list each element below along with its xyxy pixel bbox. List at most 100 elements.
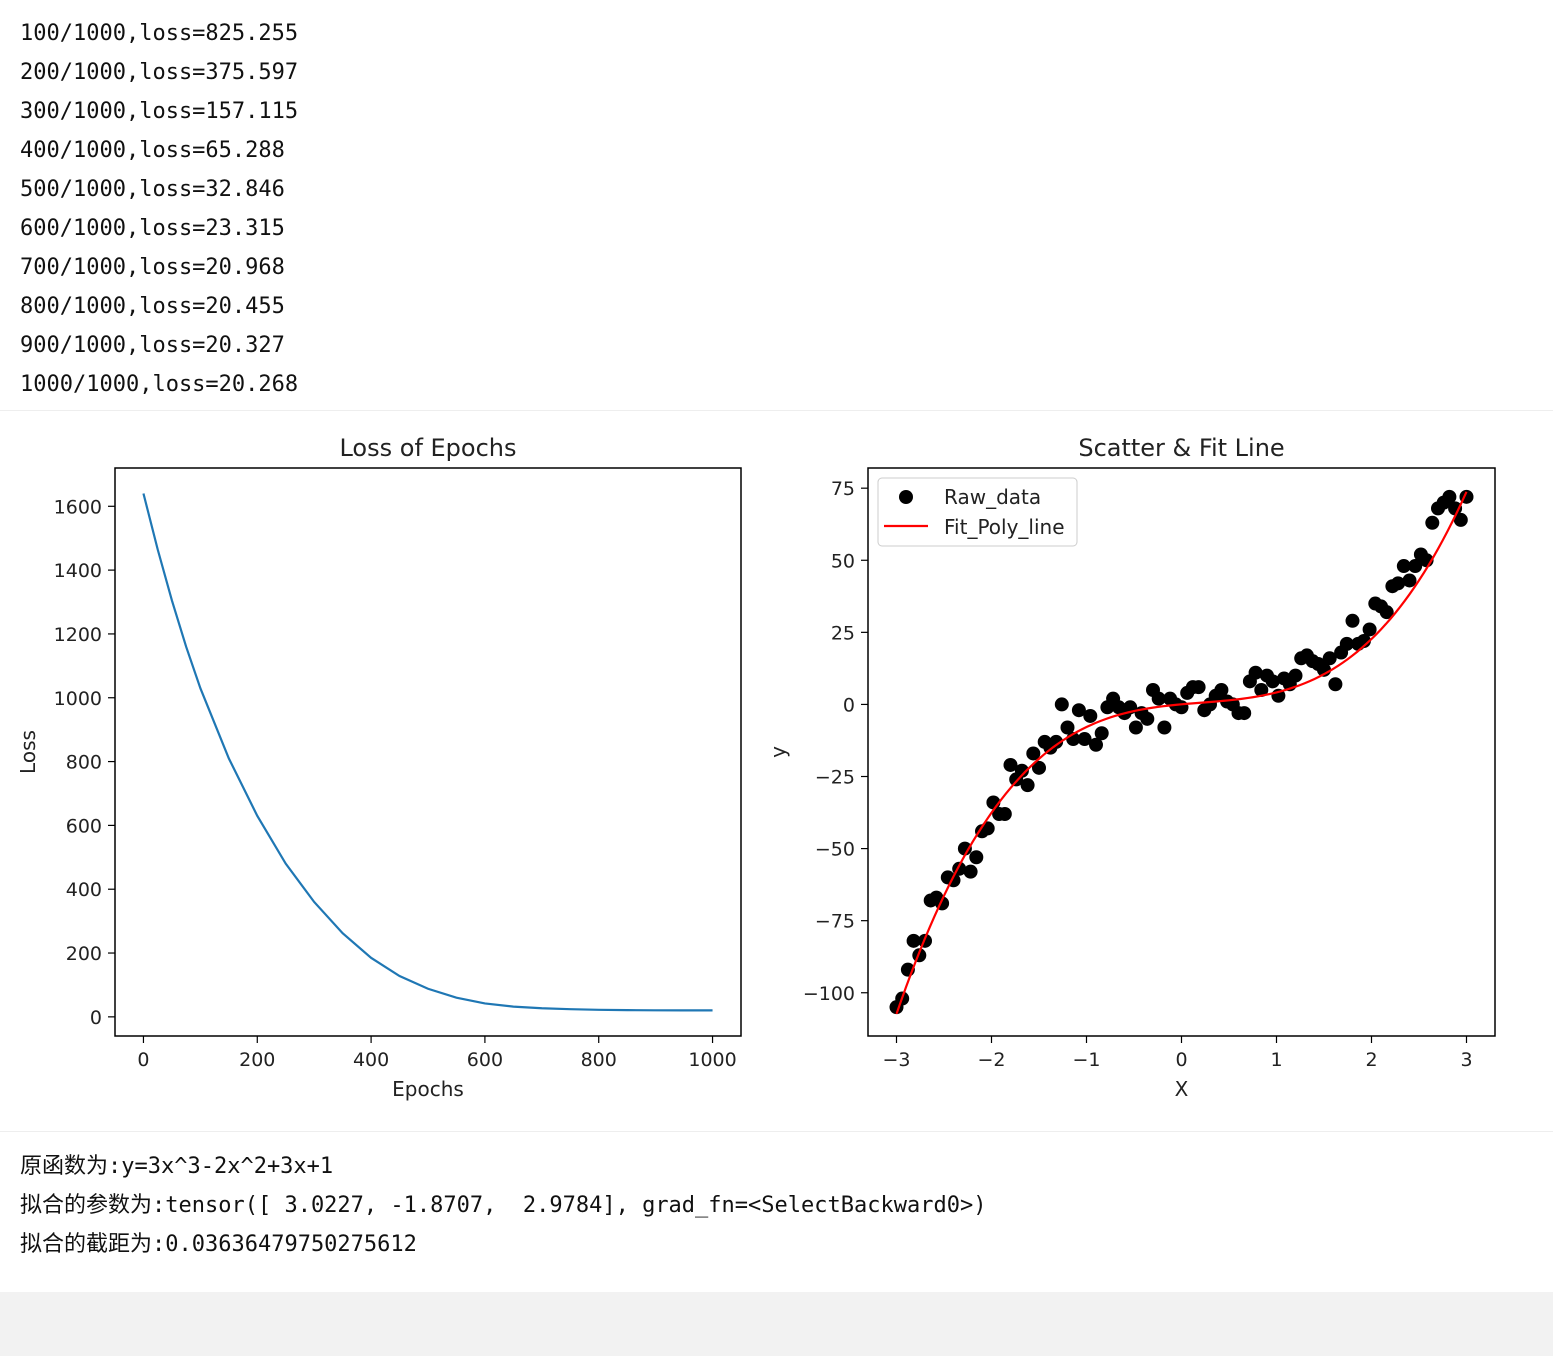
y-tick-label: 400 <box>66 879 102 901</box>
plot-frame <box>114 467 742 1037</box>
scatter-point <box>1049 734 1064 749</box>
output-divider <box>0 1131 1553 1132</box>
x-tick-label: −2 <box>977 1049 1005 1071</box>
scatter-point <box>1356 633 1371 648</box>
scatter-point <box>1094 726 1109 741</box>
scatter-point <box>1254 683 1269 698</box>
scatter-point <box>1157 720 1172 735</box>
scatter-point <box>1020 778 1035 793</box>
notebook-page: 100/1000,loss=825.255 200/1000,loss=375.5… <box>0 0 1553 1292</box>
x-tick-label: 1000 <box>688 1049 736 1071</box>
y-tick-label: −75 <box>815 911 855 933</box>
empty-cell-area <box>0 1292 1553 1356</box>
scatter-point <box>1248 665 1263 680</box>
x-tick-label: 400 <box>353 1049 389 1071</box>
scatter-point <box>963 864 978 879</box>
scatter-point <box>1214 683 1229 698</box>
series-line <box>895 491 1468 1015</box>
scatter-point <box>1077 732 1092 747</box>
x-tick-label: 0 <box>137 1049 149 1071</box>
scatter-point <box>1265 674 1280 689</box>
y-tick-label: 75 <box>831 478 855 500</box>
scatter-point <box>1408 559 1423 574</box>
y-tick-label: 200 <box>66 943 102 965</box>
legend-marker-raw-data <box>899 490 913 504</box>
chart-title: Loss of Epochs <box>339 434 516 462</box>
scatter-point <box>1362 622 1377 637</box>
y-tick-label: 1600 <box>54 496 102 518</box>
scatter-point <box>1071 703 1086 718</box>
matplotlib-figure: Loss of Epochs 0 200 400 600 800 1000 0 200 400 60… <box>16 434 1496 1101</box>
x-axis-label: X <box>1175 1077 1189 1101</box>
x-tick-label: 2 <box>1365 1049 1377 1071</box>
x-tick-label: 600 <box>467 1049 503 1071</box>
scatter-point <box>1014 763 1029 778</box>
output-divider <box>0 410 1553 411</box>
scatter-point <box>1402 573 1417 588</box>
y-tick-label: 1200 <box>54 624 102 646</box>
scatter-point <box>1322 651 1337 666</box>
log-line: 900/1000,loss=20.327 <box>20 333 285 358</box>
legend-box <box>877 477 1078 547</box>
scatter-point <box>1083 708 1098 723</box>
log-line: 800/1000,loss=20.455 <box>20 294 285 319</box>
x-tick-label: 200 <box>239 1049 275 1071</box>
scatter-point <box>1237 706 1252 721</box>
scatter-point <box>1425 515 1440 530</box>
result-line: 原函数为:y=3x^3-2x^2+3x+1 <box>20 1154 334 1179</box>
scatter-point <box>1328 677 1343 692</box>
y-axis-label: Loss <box>16 730 40 774</box>
log-line: 600/1000,loss=23.315 <box>20 216 285 241</box>
scatter-point <box>1089 737 1103 752</box>
scatter-point <box>906 933 921 948</box>
scatter-point <box>1140 711 1155 726</box>
scatter-point <box>1453 512 1468 527</box>
scatter-point <box>1026 746 1041 761</box>
y-tick-label: 25 <box>831 622 855 644</box>
scatter-point <box>1032 760 1046 775</box>
scatter-point <box>1060 720 1075 735</box>
fit-result-output: 原函数为:y=3x^3-2x^2+3x+1 拟合的参数为:tensor([ 3.0… <box>20 1147 986 1264</box>
log-line: 300/1000,loss=157.115 <box>20 99 299 124</box>
scatter-point <box>1442 489 1457 504</box>
scatter-point <box>1288 668 1303 683</box>
scatter-point <box>1379 605 1394 620</box>
y-tick-label: −100 <box>803 983 855 1005</box>
chart-title: Scatter & Fit Line <box>1078 434 1284 462</box>
x-axis-label: Epochs <box>392 1077 464 1101</box>
scatter-point <box>1003 757 1018 772</box>
x-tick-label: 0 <box>1175 1049 1187 1071</box>
y-tick-label: −25 <box>815 767 855 789</box>
x-tick-label: −1 <box>1072 1049 1100 1071</box>
scatter-point <box>1391 576 1406 591</box>
training-log-output: 100/1000,loss=825.255 200/1000,loss=375.5… <box>20 14 298 404</box>
result-line: 拟合的截距为:0.03636479750275612 <box>20 1232 417 1257</box>
log-line: 1000/1000,loss=20.268 <box>20 372 299 397</box>
scatter-point <box>1448 501 1463 516</box>
y-tick-label: 600 <box>66 815 102 837</box>
scatter-point <box>1396 559 1411 574</box>
y-tick-label: −50 <box>815 839 855 861</box>
scatter-point <box>997 806 1012 821</box>
y-tick-label: 50 <box>831 550 855 572</box>
scatter-point <box>1128 720 1143 735</box>
y-tick-label: 1000 <box>54 688 102 710</box>
y-tick-label: 0 <box>90 1007 102 1029</box>
log-line: 400/1000,loss=65.288 <box>20 138 285 163</box>
scatter-point <box>980 821 995 836</box>
y-axis-label: y <box>766 746 790 758</box>
y-tick-label: 800 <box>66 752 102 774</box>
log-line: 200/1000,loss=375.597 <box>20 60 299 85</box>
legend-label: Fit_Poly_line <box>944 515 1065 539</box>
x-tick-label: −3 <box>882 1049 910 1071</box>
log-line: 700/1000,loss=20.968 <box>20 255 285 280</box>
scatter-point <box>957 841 972 856</box>
series-line <box>142 493 713 1012</box>
y-tick-label: 1400 <box>54 560 102 582</box>
scatter-point <box>1054 697 1069 712</box>
scatter-point <box>1191 680 1206 695</box>
result-line: 拟合的参数为:tensor([ 3.0227, -1.8707, 2.9784]… <box>20 1193 987 1218</box>
scatter-point <box>1345 613 1360 628</box>
log-line: 500/1000,loss=32.846 <box>20 177 285 202</box>
scatter-point <box>969 850 984 865</box>
